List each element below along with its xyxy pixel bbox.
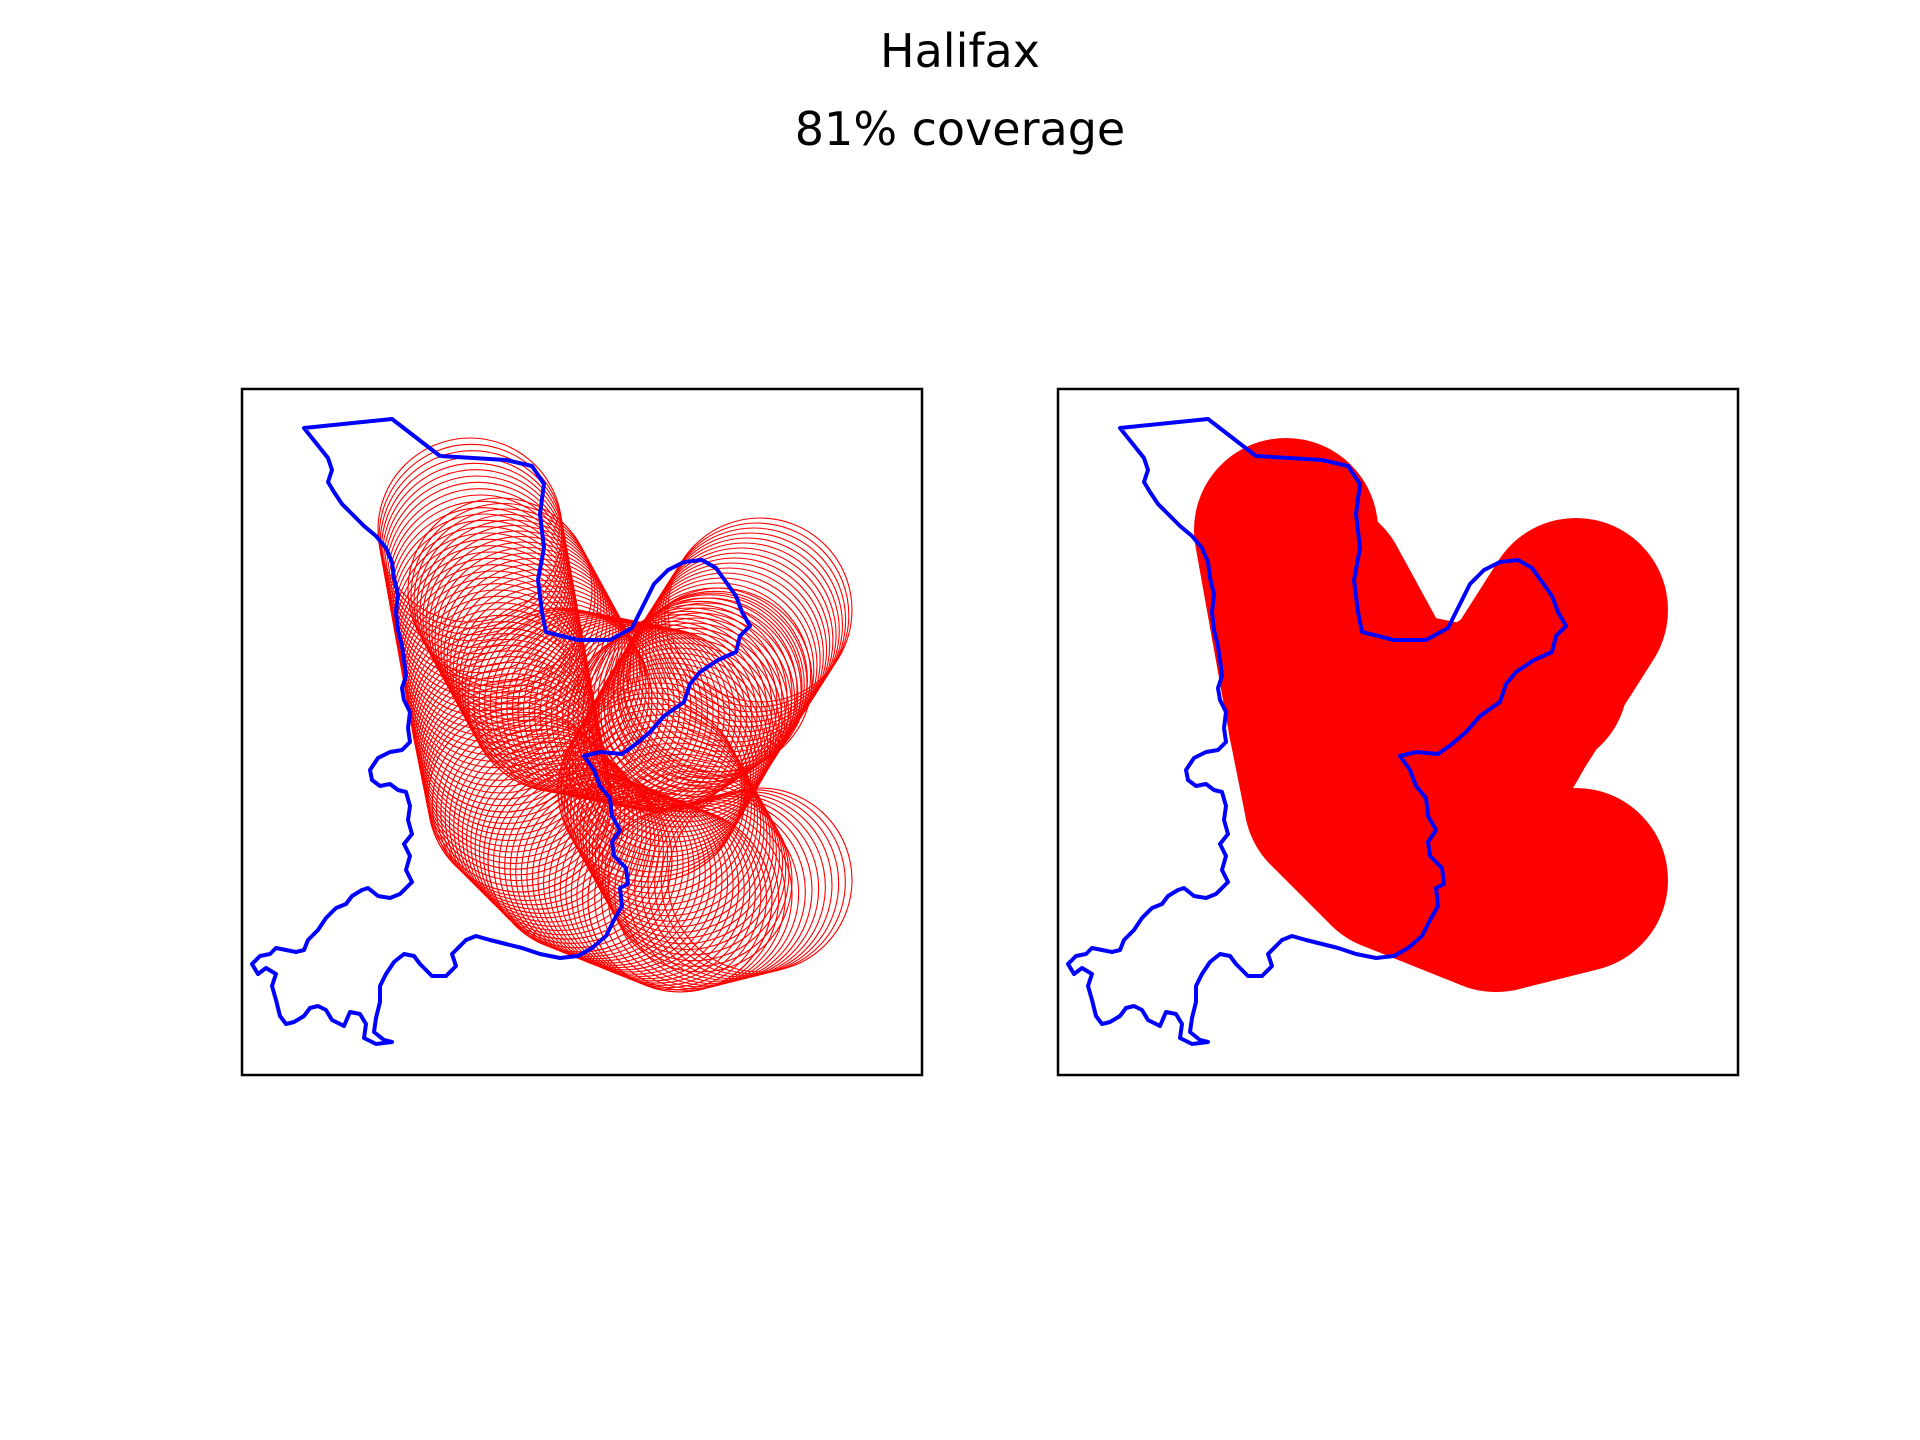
coverage-ring — [580, 657, 766, 843]
coverage-ring — [559, 796, 745, 982]
coverage-ring — [585, 748, 771, 934]
coverage-ring — [634, 795, 820, 981]
coverage-ring — [576, 731, 762, 917]
coverage-ring — [660, 789, 846, 975]
coverage-ring — [448, 728, 634, 914]
coverage-ring — [640, 794, 826, 980]
coverage-ring — [576, 803, 762, 989]
coverage-union-filled — [1194, 438, 1668, 992]
coverage-ring — [464, 601, 650, 788]
coverage-ring — [509, 776, 695, 962]
figure-subtitle: 81% coverage — [794, 102, 1126, 156]
left-panel — [240, 387, 924, 1077]
coverage-ring — [436, 716, 622, 902]
coverage-ring — [515, 778, 701, 964]
coverage-ring — [466, 746, 652, 932]
coverage-circles-outline — [377, 437, 853, 993]
coverage-ring — [601, 776, 787, 962]
coverage-ring — [664, 522, 850, 708]
coverage-ring — [440, 720, 626, 906]
coverage-ring — [388, 500, 574, 686]
right-panel-frame — [1056, 387, 1740, 1077]
coverage-ring — [520, 780, 706, 966]
coverage-ring — [545, 623, 731, 809]
coverage-ring — [478, 758, 664, 944]
coverage-ring — [493, 769, 679, 955]
coverage-ring — [648, 547, 834, 733]
coverage-ring — [554, 794, 740, 980]
coverage-ring — [577, 662, 763, 848]
right-panel — [1056, 387, 1740, 1077]
coverage-ring — [387, 494, 573, 680]
figure-title: Halifax — [880, 24, 1040, 78]
coverage-ring — [591, 759, 777, 945]
coverage-ring — [428, 535, 614, 722]
coverage-ring — [619, 592, 805, 778]
coverage-ring — [588, 642, 774, 828]
coverage-ring — [531, 785, 717, 971]
coverage-ring — [587, 807, 773, 993]
coverage-ring — [457, 737, 643, 923]
left-panel-frame — [240, 387, 924, 1077]
coverage-ring — [607, 802, 793, 988]
coverage-disc — [1484, 788, 1668, 972]
coverage-ring — [667, 787, 853, 973]
coverage-ring — [565, 798, 751, 984]
coverage-ring — [537, 787, 723, 973]
coverage-ring — [570, 800, 756, 986]
coverage-ring — [470, 750, 656, 936]
coverage-ring — [654, 790, 840, 976]
coverage-ring — [627, 797, 813, 983]
coverage-ring — [483, 763, 669, 949]
coverage-ring — [455, 585, 641, 771]
coverage-ring — [667, 517, 853, 703]
coverage-ring — [582, 742, 768, 928]
coverage-ring — [591, 637, 777, 823]
coverage-ring — [654, 537, 840, 723]
coverage-ring — [566, 682, 752, 868]
coverage-ring — [458, 590, 644, 777]
coverage-ring — [635, 567, 821, 753]
coverage-ring — [594, 805, 780, 991]
coverage-ring — [632, 572, 818, 758]
coverage-ring — [548, 791, 734, 977]
halifax-boundary-right — [1066, 417, 1568, 1046]
coverage-ring — [487, 767, 673, 953]
coverage-ring — [622, 587, 809, 773]
coverage-ring — [566, 714, 752, 900]
coverage-ring — [600, 804, 786, 990]
coverage-ring — [647, 792, 833, 978]
coverage-ring — [498, 771, 684, 957]
coverage-ring — [661, 527, 847, 713]
coverage-ring — [651, 542, 837, 728]
halifax-boundary-left — [250, 417, 752, 1046]
coverage-ring — [597, 627, 783, 813]
coverage-ring — [645, 552, 831, 738]
coverage-ring — [598, 770, 784, 956]
coverage-ring — [614, 800, 800, 986]
coverage-ring — [657, 532, 844, 718]
coverage-ring — [594, 764, 781, 951]
coverage-ring — [526, 783, 712, 969]
